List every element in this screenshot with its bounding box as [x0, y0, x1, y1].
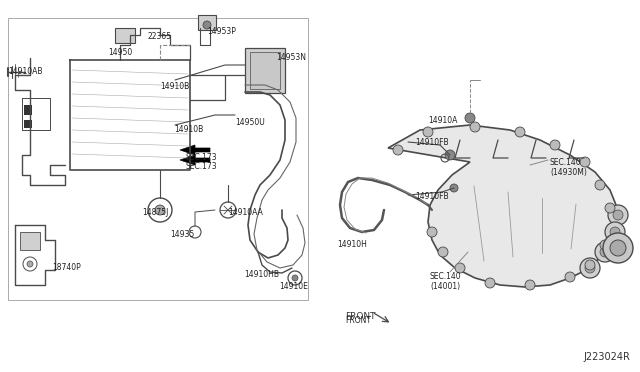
Text: 14910AB: 14910AB — [8, 67, 42, 76]
Text: J223024R: J223024R — [583, 352, 630, 362]
Circle shape — [455, 263, 465, 273]
Text: (14930M): (14930M) — [550, 168, 587, 177]
Circle shape — [603, 233, 633, 263]
Circle shape — [27, 261, 33, 267]
Circle shape — [292, 275, 298, 281]
Polygon shape — [388, 125, 618, 287]
Text: 14953N: 14953N — [276, 53, 306, 62]
Circle shape — [600, 247, 610, 257]
Circle shape — [515, 127, 525, 137]
Text: 14910E: 14910E — [279, 282, 308, 291]
Text: 14950: 14950 — [108, 48, 132, 57]
Text: SEC.140: SEC.140 — [550, 158, 582, 167]
Circle shape — [525, 280, 535, 290]
Circle shape — [423, 127, 433, 137]
Circle shape — [450, 184, 458, 192]
Circle shape — [610, 227, 620, 237]
Circle shape — [605, 222, 625, 242]
Polygon shape — [180, 145, 210, 155]
Bar — [198, 15, 216, 30]
Circle shape — [595, 242, 615, 262]
Bar — [250, 52, 280, 89]
Circle shape — [427, 227, 437, 237]
Circle shape — [470, 122, 480, 132]
Text: SEC.173: SEC.173 — [185, 153, 216, 162]
Circle shape — [600, 240, 610, 250]
Bar — [8, 18, 308, 300]
Bar — [20, 232, 40, 250]
Text: FRONT: FRONT — [345, 312, 376, 321]
Text: 14910FB: 14910FB — [415, 138, 449, 147]
Circle shape — [485, 278, 495, 288]
Circle shape — [580, 258, 600, 278]
Circle shape — [565, 272, 575, 282]
Text: 14935: 14935 — [170, 230, 195, 239]
Text: FRONT: FRONT — [345, 316, 371, 325]
Bar — [115, 28, 135, 43]
Circle shape — [613, 210, 623, 220]
Text: SEC.173: SEC.173 — [185, 162, 216, 171]
Text: 14910A: 14910A — [428, 116, 458, 125]
Text: 14910HB: 14910HB — [244, 270, 279, 279]
Text: 14910B: 14910B — [160, 82, 189, 91]
Text: 14875J: 14875J — [142, 208, 168, 217]
Circle shape — [155, 205, 165, 215]
Bar — [24, 120, 32, 128]
Bar — [245, 48, 285, 93]
Circle shape — [610, 240, 626, 256]
Circle shape — [605, 203, 615, 213]
Circle shape — [550, 140, 560, 150]
Text: 14910H: 14910H — [337, 240, 367, 249]
Text: SEC.140: SEC.140 — [430, 272, 461, 281]
Circle shape — [465, 113, 475, 123]
Text: 14910AA: 14910AA — [228, 208, 263, 217]
Bar — [24, 105, 32, 115]
Polygon shape — [180, 155, 210, 165]
Circle shape — [438, 247, 448, 257]
Text: 14910B: 14910B — [174, 125, 204, 134]
Circle shape — [580, 157, 590, 167]
Text: 22365: 22365 — [148, 32, 172, 41]
Circle shape — [608, 205, 628, 225]
Circle shape — [585, 263, 595, 273]
Text: 14953P: 14953P — [207, 27, 236, 36]
Text: 14910FB: 14910FB — [415, 192, 449, 201]
Circle shape — [445, 150, 455, 160]
Circle shape — [393, 145, 403, 155]
Text: (14001): (14001) — [430, 282, 460, 291]
Text: 14950U: 14950U — [235, 118, 265, 127]
Circle shape — [585, 260, 595, 270]
Circle shape — [203, 21, 211, 29]
Text: 18740P: 18740P — [52, 263, 81, 272]
Circle shape — [595, 180, 605, 190]
